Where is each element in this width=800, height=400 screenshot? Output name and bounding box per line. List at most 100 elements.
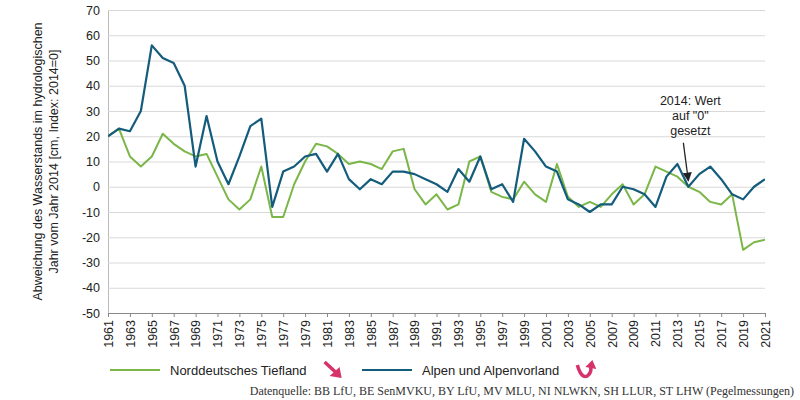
x-tick-label: 1965 — [146, 320, 160, 348]
y-tick-label: -20 — [82, 231, 100, 245]
y-grid-line — [108, 35, 765, 36]
x-tick: 2013 — [671, 313, 685, 348]
legend-swatch — [362, 369, 412, 371]
x-tick-label: 1987 — [387, 320, 401, 348]
x-tick: 2001 — [540, 313, 554, 348]
x-tick: 1975 — [255, 313, 269, 348]
x-tick-label: 1973 — [233, 320, 247, 348]
series-line — [108, 45, 765, 212]
x-tick: 2021 — [759, 313, 773, 348]
y-tick-label: -40 — [82, 281, 100, 295]
y-grid-line — [108, 263, 765, 264]
x-tick: 2007 — [606, 313, 620, 348]
x-tick-label: 1969 — [189, 320, 203, 348]
x-tick-label: 1989 — [408, 320, 422, 348]
annotation-arrow — [683, 143, 688, 181]
x-tick: 1981 — [321, 313, 335, 348]
x-tick-label: 2009 — [627, 320, 641, 348]
x-tick-label: 1985 — [365, 320, 379, 348]
y-tick-label: 70 — [86, 4, 100, 18]
annotation-line: 2014: Wert — [660, 94, 721, 108]
x-tick-mark — [349, 313, 350, 317]
x-tick-label: 1993 — [452, 320, 466, 348]
plot: -50-40-30-20-100102030405060701961196319… — [82, 4, 773, 348]
x-tick-mark — [327, 313, 328, 317]
source: Datenquelle: BB LfU, BE SenMVKU, BY LfU,… — [250, 384, 794, 398]
x-tick-mark — [437, 313, 438, 317]
x-tick: 2019 — [737, 313, 751, 348]
x-tick-mark — [108, 313, 109, 317]
x-axis: 1961196319651967196919711973197519771979… — [102, 313, 773, 348]
y-tick: 40 — [86, 79, 765, 93]
x-tick-mark — [218, 313, 219, 317]
trend-icon-head — [585, 360, 596, 369]
x-tick-label: 2021 — [759, 320, 773, 348]
x-tick: 1961 — [102, 313, 116, 348]
y-axis-line — [109, 11, 766, 314]
x-tick-mark — [152, 313, 153, 317]
x-tick-label: 1971 — [211, 320, 225, 348]
x-tick-mark — [568, 313, 569, 317]
x-axis-line — [109, 314, 766, 318]
x-tick: 1971 — [211, 313, 225, 348]
x-tick-mark — [174, 313, 175, 317]
y-tick-label: 20 — [86, 130, 100, 144]
x-tick-label: 2015 — [693, 320, 707, 348]
x-tick-label: 1963 — [124, 320, 138, 348]
x-tick-mark — [239, 313, 240, 317]
x-tick-label: 1975 — [255, 320, 269, 348]
x-tick: 2005 — [584, 313, 598, 348]
y-axis-title: Abweichung des Wasserstands im hydrologi… — [31, 22, 61, 300]
x-tick-mark — [261, 313, 262, 317]
x-tick: 2003 — [562, 313, 576, 348]
x-tick-mark — [634, 313, 635, 317]
y-tick-label: -10 — [82, 206, 100, 220]
x-tick-label: 2013 — [671, 320, 685, 348]
y-tick: 70 — [86, 4, 765, 18]
x-tick-mark — [196, 313, 197, 317]
x-tick: 1993 — [452, 313, 466, 348]
lines — [108, 45, 765, 250]
x-tick-mark — [524, 313, 525, 317]
x-tick-label: 2017 — [715, 320, 729, 348]
y-axis-title-line: Jahr vom Jahr 2014 [cm, Index: 2014=0] — [47, 49, 61, 273]
y-grid-line — [108, 237, 765, 238]
y-tick: -10 — [82, 206, 765, 220]
x-tick-label: 1981 — [321, 320, 335, 348]
y-tick-label: 50 — [86, 54, 100, 68]
y-tick: -20 — [82, 231, 765, 245]
trend-icon-head — [330, 367, 342, 378]
x-tick: 2011 — [649, 313, 663, 347]
x-tick: 1973 — [233, 313, 247, 348]
y-tick-label: 30 — [86, 105, 100, 119]
x-tick: 1987 — [387, 313, 401, 348]
y-tick-label: 0 — [93, 180, 100, 194]
x-tick-label: 1983 — [343, 320, 357, 348]
y-grid-line — [108, 136, 765, 137]
x-tick-mark — [458, 313, 459, 317]
x-tick: 1969 — [189, 313, 203, 348]
legend-item: Norddeutsches Tiefland — [110, 362, 342, 378]
x-tick-mark — [305, 313, 306, 317]
y-tick-label: 60 — [86, 29, 100, 43]
x-tick-mark — [502, 313, 503, 317]
y-axis: -50-40-30-20-10010203040506070 — [82, 4, 765, 321]
x-tick: 1997 — [496, 313, 510, 348]
x-tick-mark — [765, 313, 766, 317]
x-tick-label: 1995 — [474, 320, 488, 348]
x-tick: 1979 — [299, 313, 313, 348]
x-tick: 1963 — [124, 313, 138, 348]
y-tick: 10 — [86, 155, 765, 169]
y-grid-line — [108, 10, 765, 11]
y-grid-line — [108, 212, 765, 213]
chart: -50-40-30-20-100102030405060701961196319… — [0, 0, 800, 400]
x-tick: 1999 — [518, 313, 532, 348]
x-tick-mark — [590, 313, 591, 317]
y-tick: -40 — [82, 281, 765, 295]
y-tick-label: -30 — [82, 256, 100, 270]
x-tick: 1985 — [365, 313, 379, 348]
x-tick-mark — [721, 313, 722, 317]
x-tick-mark — [371, 313, 372, 317]
x-tick: 1989 — [408, 313, 422, 348]
y-grid-line — [108, 111, 765, 112]
